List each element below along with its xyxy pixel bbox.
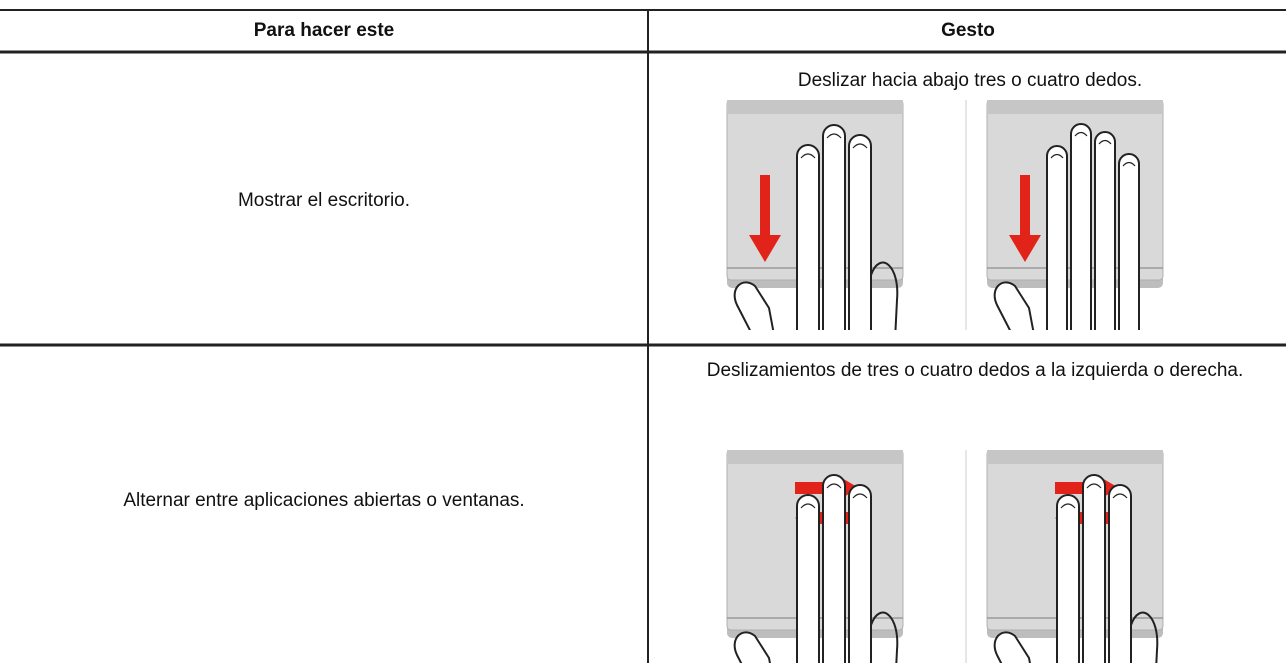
gesture-illustration [727, 450, 1163, 663]
header-cell: Gesto [941, 20, 995, 41]
header-cell: Para hacer este [253, 20, 395, 41]
gesture-illustration [727, 100, 1163, 340]
action-cell: Mostrar el escritorio. [237, 190, 411, 211]
gesture-text: Deslizamientos de tres o cuatro dedos a … [706, 360, 1244, 381]
action-cell: Alternar entre aplicaciones abiertas o v… [123, 490, 525, 511]
gesture-text: Deslizar hacia abajo tres o cuatro dedos… [797, 70, 1143, 91]
